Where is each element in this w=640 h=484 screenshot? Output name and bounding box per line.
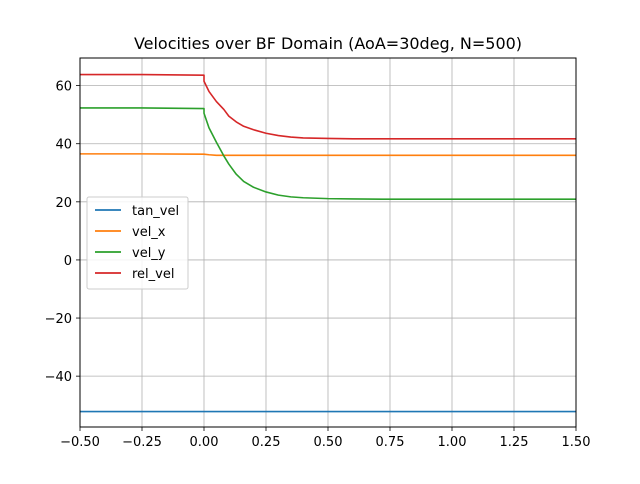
series-line-vel-y bbox=[80, 107, 576, 201]
x-tick-label: 1.00 bbox=[438, 435, 467, 450]
legend-label-vel-x: vel_x bbox=[132, 225, 166, 240]
y-tick-label: 20 bbox=[55, 196, 72, 211]
y-tick-label: −20 bbox=[45, 312, 72, 327]
x-tick-label: 1.50 bbox=[562, 435, 591, 450]
x-tick-label: 0.00 bbox=[190, 435, 219, 450]
y-tick-label: 60 bbox=[55, 80, 72, 95]
legend-label-rel-vel: rel_vel bbox=[132, 267, 174, 282]
x-axis-ticks: −0.50 −0.25 0.00 0.25 0.50 0.75 1.00 1.25 1.50 bbox=[60, 427, 590, 450]
x-tick-label: 0.25 bbox=[252, 435, 281, 450]
chart-title: Velocities over BF Domain (AoA=30deg, N=… bbox=[134, 34, 522, 53]
y-tick-label: 0 bbox=[64, 254, 72, 269]
legend-label-vel-y: vel_y bbox=[132, 246, 166, 261]
x-tick-label: 0.75 bbox=[376, 435, 405, 450]
legend-box bbox=[86, 196, 189, 290]
legend-label-tan-vel: tan_vel bbox=[132, 204, 179, 219]
series-lines bbox=[80, 73, 576, 413]
y-tick-label: 40 bbox=[55, 138, 72, 153]
series-line-vel-x bbox=[80, 153, 576, 157]
x-tick-label: −0.25 bbox=[122, 435, 162, 450]
x-tick-label: −0.50 bbox=[60, 435, 100, 450]
y-tick-label: −40 bbox=[45, 370, 72, 385]
x-tick-label: 0.50 bbox=[314, 435, 343, 450]
series-line-rel-vel bbox=[80, 73, 576, 140]
legend: tan_vel vel_x vel_y rel_vel bbox=[86, 196, 189, 290]
y-axis-ticks: −40 −20 0 20 40 60 bbox=[45, 80, 80, 385]
x-tick-label: 1.25 bbox=[500, 435, 529, 450]
